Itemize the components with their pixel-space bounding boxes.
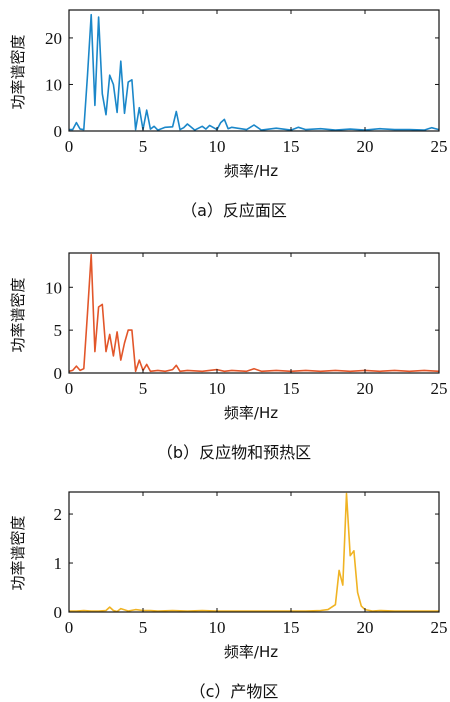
y-axis-label: 功率谱密度 xyxy=(9,515,27,590)
x-tick-label: 15 xyxy=(283,618,300,637)
x-tick-label: 20 xyxy=(357,137,374,156)
panel-caption: （a）反应面区 xyxy=(181,201,287,220)
x-tick-label: 5 xyxy=(139,618,148,637)
x-tick-label: 10 xyxy=(209,618,226,637)
x-axis-label: 频率/Hz xyxy=(224,643,278,661)
x-tick-label: 0 xyxy=(65,618,74,637)
y-tick-label: 2 xyxy=(54,505,63,524)
x-tick-label: 15 xyxy=(283,137,300,156)
series-line-1 xyxy=(69,492,439,613)
plot-frame xyxy=(68,491,440,613)
x-tick-label: 25 xyxy=(431,618,448,637)
x-tick-label: 5 xyxy=(139,379,148,398)
x-tick-label: 10 xyxy=(209,379,226,398)
x-tick-label: 25 xyxy=(431,379,448,398)
x-tick-label: 15 xyxy=(283,379,300,398)
y-tick-label: 1 xyxy=(54,554,63,573)
y-tick-label: 5 xyxy=(54,321,63,340)
y-axis-label: 功率谱密度 xyxy=(9,34,27,109)
plot-frame xyxy=(68,9,440,132)
chart-panel-3: 0 5 10 15 20 25 0 1 2 频率/Hz 功率谱密度 （c）产物区 xyxy=(9,491,448,701)
x-axis-label: 频率/Hz xyxy=(224,162,278,180)
x-tick-label: 25 xyxy=(431,137,448,156)
x-tick-label: 0 xyxy=(65,137,74,156)
y-tick-label: 10 xyxy=(45,75,62,94)
chart-panel-2: 0 5 10 15 20 25 0 5 10 频率/Hz 功率谱密度 （b）反应物和预热区 xyxy=(9,252,448,462)
chart-panel-1: 0 5 10 15 20 25 0 10 20 频率/Hz 功率谱密度 （a）反应面区 xyxy=(9,9,448,220)
y-tick-label: 20 xyxy=(45,29,62,48)
panel-caption: （c）产物区 xyxy=(190,682,279,701)
x-tick-label: 5 xyxy=(139,137,148,156)
panel-caption: （b）反应物和预热区 xyxy=(157,443,311,462)
series-line-1 xyxy=(69,13,440,131)
y-tick-label: 0 xyxy=(54,364,63,383)
series-line-1 xyxy=(68,253,440,373)
x-tick-label: 10 xyxy=(209,137,226,156)
x-tick-label: 20 xyxy=(357,618,374,637)
x-axis-label: 频率/Hz xyxy=(224,404,278,422)
x-tick-label: 0 xyxy=(65,379,74,398)
x-tick-label: 20 xyxy=(357,379,374,398)
plot-frame xyxy=(68,252,440,374)
y-axis-label: 功率谱密度 xyxy=(9,277,27,352)
y-tick-label: 0 xyxy=(54,122,63,141)
y-tick-label: 10 xyxy=(45,278,62,297)
y-tick-label: 0 xyxy=(54,603,63,622)
